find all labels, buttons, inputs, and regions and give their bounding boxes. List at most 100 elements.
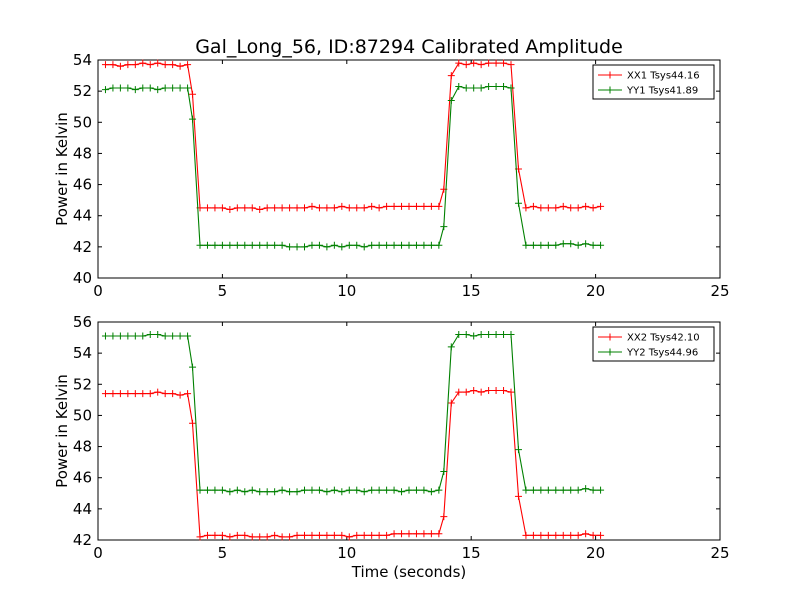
data-point — [315, 531, 323, 539]
data-point — [492, 330, 500, 338]
data-point — [139, 390, 147, 398]
x-tick-label: 0 — [93, 282, 103, 300]
data-point — [522, 531, 530, 539]
legend-marker — [606, 333, 614, 341]
data-point — [597, 531, 605, 539]
data-point — [248, 241, 256, 249]
series-1 — [101, 82, 605, 251]
data-point — [315, 486, 323, 494]
data-point — [330, 241, 338, 249]
data-point — [293, 204, 301, 212]
data-point — [330, 204, 338, 212]
data-point — [330, 531, 338, 539]
data-point — [308, 241, 316, 249]
data-point — [383, 486, 391, 494]
data-point — [293, 531, 301, 539]
data-point — [522, 204, 530, 212]
data-point — [398, 202, 406, 210]
data-point — [470, 332, 478, 340]
data-point — [360, 531, 368, 539]
data-point — [109, 332, 117, 340]
data-point — [537, 204, 545, 212]
data-point — [323, 531, 331, 539]
data-point — [455, 388, 463, 396]
data-point — [412, 486, 420, 494]
series-line — [105, 62, 601, 211]
data-point — [233, 241, 241, 249]
data-point — [589, 486, 597, 494]
data-point — [427, 488, 435, 496]
data-point — [390, 486, 398, 494]
data-point — [412, 202, 420, 210]
data-point — [507, 84, 515, 92]
y-tick-label: 50 — [73, 406, 92, 424]
data-point — [301, 243, 309, 251]
data-point — [278, 204, 286, 212]
data-point — [256, 205, 264, 213]
y-tick-label: 42 — [73, 238, 92, 256]
data-point — [544, 531, 552, 539]
data-point — [353, 486, 361, 494]
data-point — [154, 330, 162, 338]
data-point — [256, 488, 264, 496]
data-point — [169, 84, 177, 92]
data-point — [492, 59, 500, 67]
data-point — [189, 115, 197, 123]
data-point — [241, 531, 249, 539]
data-point — [248, 486, 256, 494]
data-point — [514, 492, 522, 500]
data-point — [196, 533, 204, 541]
data-point — [101, 390, 109, 398]
x-tick-label: 20 — [586, 544, 605, 562]
x-tick-label: 15 — [462, 544, 481, 562]
data-point — [420, 241, 428, 249]
data-point — [383, 241, 391, 249]
data-point — [196, 486, 204, 494]
data-point — [368, 202, 376, 210]
data-point — [507, 388, 515, 396]
data-point — [184, 332, 192, 340]
data-point — [176, 332, 184, 340]
data-point — [203, 486, 211, 494]
x-tick-label: 0 — [93, 544, 103, 562]
data-point — [256, 241, 264, 249]
data-point — [308, 486, 316, 494]
data-point — [420, 486, 428, 494]
data-point — [161, 390, 169, 398]
data-point — [462, 84, 470, 92]
data-point — [218, 204, 226, 212]
data-point — [345, 533, 353, 541]
data-point — [263, 204, 271, 212]
data-point — [567, 531, 575, 539]
legend-marker — [606, 71, 614, 79]
data-point — [271, 204, 279, 212]
data-point — [485, 59, 493, 67]
y-axis-label: Power in Kelvin — [53, 374, 71, 488]
data-point — [360, 204, 368, 212]
data-point — [574, 531, 582, 539]
data-point — [405, 486, 413, 494]
data-point — [233, 531, 241, 539]
data-point — [544, 204, 552, 212]
data-point — [582, 485, 590, 493]
data-point — [435, 530, 443, 538]
data-point — [552, 204, 560, 212]
data-point — [360, 243, 368, 251]
legend-label: XX1 Tsys44.16 — [627, 71, 700, 82]
data-point — [398, 241, 406, 249]
data-point — [500, 59, 508, 67]
legend: XX1 Tsys44.16 YY1 Tsys41.89 — [592, 64, 715, 100]
data-point — [139, 59, 147, 67]
data-point — [146, 61, 154, 69]
data-point — [514, 199, 522, 207]
data-point — [420, 202, 428, 210]
data-point — [161, 332, 169, 340]
data-point — [146, 330, 154, 338]
data-point — [301, 486, 309, 494]
x-tick-label: 25 — [710, 282, 729, 300]
top-subplot: Gal_Long_56, ID:87294 Calibrated Amplitu… — [53, 36, 730, 300]
data-point — [529, 241, 537, 249]
data-point — [435, 486, 443, 494]
data-point — [537, 531, 545, 539]
data-point — [383, 202, 391, 210]
